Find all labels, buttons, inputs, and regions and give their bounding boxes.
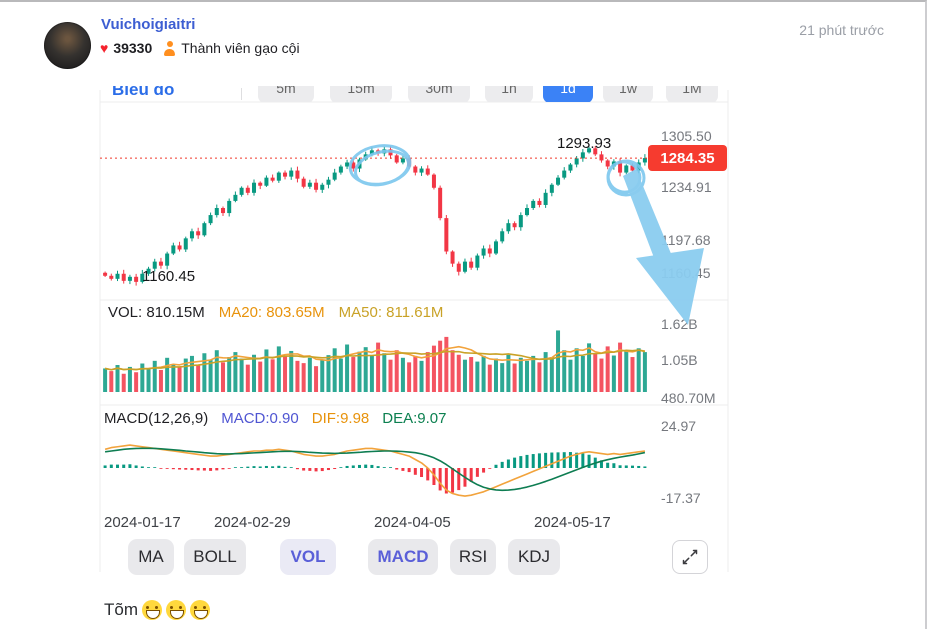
expand-icon — [682, 549, 698, 565]
vol-ma20-value: MA20: 803.65M — [218, 304, 325, 321]
indicator-button-macd[interactable]: MACD — [368, 539, 438, 575]
heart-icon: ♥ — [100, 40, 109, 56]
timeframe-tab-30m[interactable]: 30m — [408, 86, 470, 102]
current-price-badge: 1284.35 — [648, 145, 727, 171]
comment-row: Tõm — [104, 600, 210, 620]
dea-value: DEA:9.07 — [382, 410, 447, 427]
macd-name: MACD(12,26,9) — [104, 410, 209, 427]
toolbar-divider — [241, 88, 242, 100]
volume-axis-label: 1.62B — [661, 316, 698, 332]
dif-value: DIF:9.98 — [311, 410, 370, 427]
timeframe-tab-15m[interactable]: 15m — [330, 86, 392, 102]
price-axis-label: 1234.91 — [661, 179, 712, 195]
indicator-button-rsi[interactable]: RSI — [450, 539, 496, 575]
indicator-button-ma[interactable]: MA — [128, 539, 174, 575]
x-axis-date: 2024-02-29 — [214, 514, 291, 531]
vol-ma50-value: MA50: 811.61M — [338, 304, 444, 321]
username[interactable]: Vuichoigiaitri — [101, 16, 196, 33]
timeframe-tab-1h[interactable]: 1h — [485, 86, 533, 102]
macd-header: MACD(12,26,9) MACD:0.90 DIF:9.98 DEA:9.07 — [104, 410, 446, 427]
macd-axis-label: 24.97 — [661, 418, 697, 434]
grin-emoji — [166, 600, 186, 620]
volume-axis-label: 480.70M — [661, 390, 716, 406]
macd-value: MACD:0.90 — [221, 410, 299, 427]
fullscreen-button[interactable] — [672, 540, 708, 574]
avatar[interactable] — [44, 22, 91, 69]
x-axis-date: 2024-05-17 — [534, 514, 611, 531]
user-stats: ♥ 39330 Thành viên gạo cội — [100, 40, 300, 56]
price-axis-label: 1160.45 — [661, 265, 711, 281]
grin-emoji — [142, 600, 162, 620]
low-price-label: 1160.45 — [142, 268, 196, 285]
member-badge-icon — [163, 40, 176, 56]
macd-axis-label: -17.37 — [661, 490, 701, 506]
chart-toolbar: Biểu đồ 5m 15m 30m 1h 1d 1w 1M — [100, 86, 740, 102]
x-axis-date: 2024-04-05 — [374, 514, 451, 531]
indicator-button-kdj[interactable]: KDJ — [508, 539, 560, 575]
chart-title-tab[interactable]: Biểu đồ — [112, 86, 175, 99]
volume-axis-label: 1.05B — [661, 352, 698, 368]
x-axis-date: 2024-01-17 — [104, 514, 181, 531]
price-axis-label: 1197.68 — [661, 232, 711, 248]
vol-value: VOL: 810.15M — [108, 304, 205, 321]
timestamp: 21 phút trước — [799, 22, 884, 38]
indicator-button-vol[interactable]: VOL — [280, 539, 336, 575]
high-price-annotation: 1293.93 — [557, 135, 612, 152]
price-axis-label: 1305.50 — [661, 128, 712, 144]
like-count: 39330 — [113, 40, 153, 56]
timeframe-tab-1w[interactable]: 1w — [603, 86, 653, 102]
volume-header: VOL: 810.15M MA20: 803.65M MA50: 811.61M — [108, 304, 443, 321]
indicator-button-boll[interactable]: BOLL — [184, 539, 246, 575]
timeframe-tab-1M[interactable]: 1M — [666, 86, 718, 102]
grin-emoji — [190, 600, 210, 620]
member-badge-label: Thành viên gạo cội — [181, 40, 300, 56]
timeframe-tab-5m[interactable]: 5m — [258, 86, 314, 102]
timeframe-tab-1d[interactable]: 1d — [543, 86, 593, 102]
comment-text: Tõm — [104, 600, 138, 619]
